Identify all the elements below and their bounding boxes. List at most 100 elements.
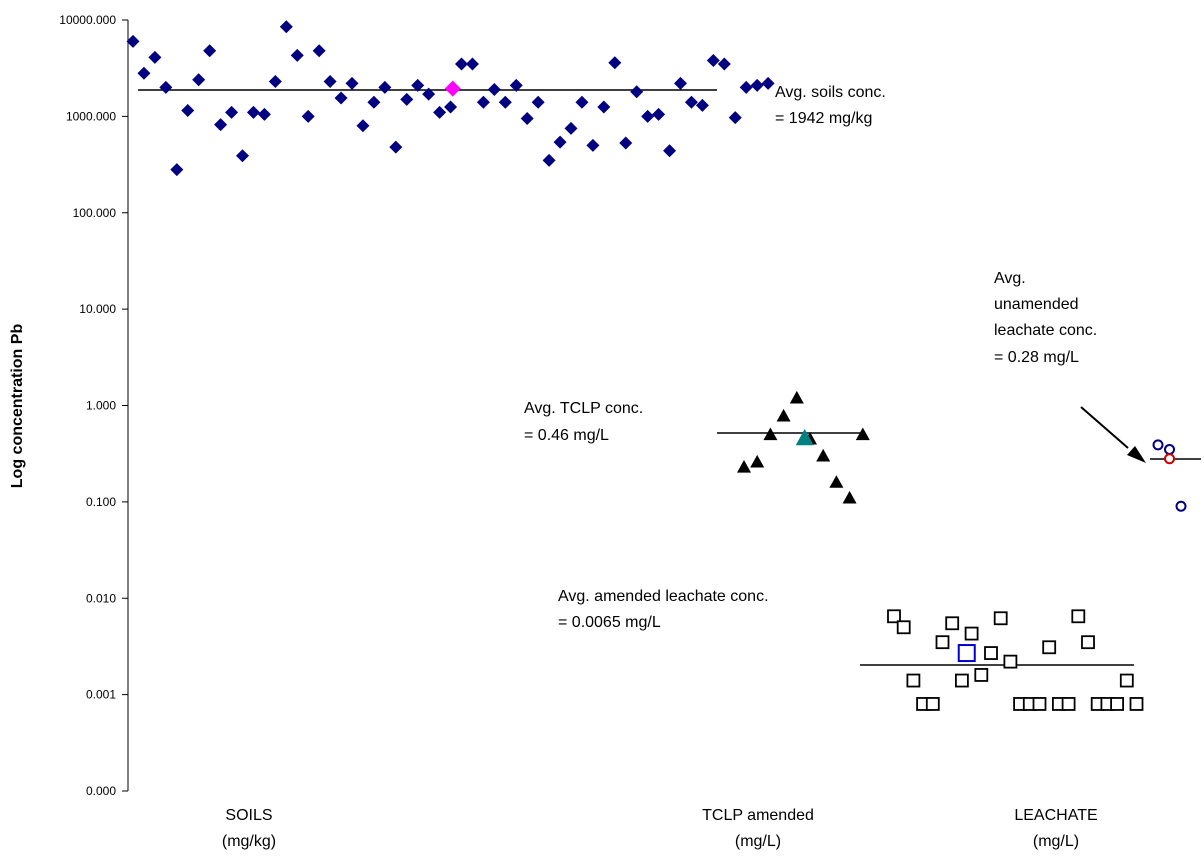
y-tick-label: 0.000 bbox=[86, 784, 116, 798]
soils-point bbox=[597, 100, 611, 114]
soils-point bbox=[203, 44, 217, 58]
tclp-point bbox=[816, 448, 831, 462]
tclp-point bbox=[789, 390, 804, 404]
annotation-amended: Avg. amended leachate conc. = 0.0065 mg/… bbox=[558, 588, 769, 631]
soils-point bbox=[674, 76, 687, 90]
average-lines bbox=[138, 89, 1201, 666]
amended-leachate-point bbox=[1110, 697, 1124, 711]
soils-point bbox=[455, 57, 468, 71]
y-tick-label: 0.001 bbox=[86, 688, 116, 702]
annotation-tclp: Avg. TCLP conc. = 0.46 mg/L bbox=[524, 400, 643, 444]
soils-point bbox=[323, 75, 337, 89]
soils-average-point bbox=[444, 80, 461, 97]
y-tick-label: 1000.000 bbox=[66, 109, 116, 123]
amended-leachate-point bbox=[1081, 635, 1095, 650]
amended-leachate-point bbox=[906, 673, 921, 688]
annotation-tclp-line-2: = 0.46 mg/L bbox=[524, 427, 609, 444]
arrow-shaft bbox=[1080, 406, 1129, 449]
category-soils-line-1: SOILS bbox=[225, 807, 272, 824]
category-leachate-line-2: (mg/L) bbox=[1033, 833, 1079, 850]
y-tick-label: 10.000 bbox=[79, 302, 116, 316]
amended-leachate-point bbox=[1003, 654, 1018, 669]
soils-point bbox=[564, 121, 578, 135]
amended-leachate-point bbox=[964, 626, 979, 641]
amended-leachate-point bbox=[1071, 609, 1086, 624]
annotation-amended-line-1: Avg. amended leachate conc. bbox=[558, 588, 769, 605]
category-leachate-line-1: LEACHATE bbox=[1014, 807, 1097, 824]
soils-point bbox=[214, 118, 228, 132]
amended-leachate-point bbox=[896, 620, 911, 635]
amended-leachate-average-point bbox=[957, 644, 976, 663]
soils-point bbox=[246, 105, 260, 119]
arrow-head bbox=[1127, 446, 1146, 463]
soils-point bbox=[192, 73, 206, 87]
soils-point bbox=[509, 78, 523, 92]
amended-leachate-point bbox=[993, 611, 1008, 626]
y-ticks: 10000.000 1000.000 100.000 10.000 1.000 0.100… bbox=[59, 13, 128, 798]
soils-point bbox=[236, 149, 249, 163]
category-soils-line-2: (mg/kg) bbox=[222, 833, 276, 850]
soils-point bbox=[312, 44, 326, 58]
soils-point bbox=[750, 78, 764, 92]
soils-point bbox=[159, 80, 173, 94]
soils-point bbox=[181, 104, 195, 118]
unamended-leachate-average-point bbox=[1164, 453, 1175, 465]
amended-leachate-point bbox=[1119, 673, 1134, 688]
annotation-tclp-line-1: Avg. TCLP conc. bbox=[524, 400, 643, 417]
soils-point bbox=[706, 53, 720, 67]
soils-point bbox=[739, 80, 753, 94]
soils-point bbox=[641, 109, 655, 123]
tclp-point bbox=[750, 454, 765, 468]
annotation-unamended-line-3: leachate conc. bbox=[994, 322, 1097, 339]
category-labels: SOILS (mg/kg) TCLP amended (mg/L) LEACHA… bbox=[222, 807, 1098, 850]
soils-point bbox=[586, 138, 600, 152]
amended-leachate-point bbox=[1061, 697, 1076, 711]
y-tick-label: 100.000 bbox=[73, 206, 117, 220]
amended-leachate-point bbox=[1129, 697, 1144, 711]
soils-point bbox=[728, 111, 742, 125]
soils-point bbox=[422, 87, 436, 101]
soils-point bbox=[301, 109, 315, 123]
soils-point bbox=[400, 92, 414, 106]
soils-point bbox=[684, 95, 698, 109]
unamended-leachate-point bbox=[1164, 443, 1175, 455]
annotation-soils-line-2: = 1942 mg/kg bbox=[775, 110, 872, 127]
tclp-point bbox=[776, 408, 791, 422]
soils-point bbox=[279, 20, 293, 34]
tclp-point bbox=[763, 427, 778, 441]
amended-leachate-point bbox=[955, 673, 969, 688]
data-marks bbox=[126, 20, 1187, 711]
soils-point bbox=[531, 95, 545, 109]
tclp-point bbox=[842, 490, 857, 504]
annotation-arrow bbox=[1080, 406, 1146, 463]
soils-point bbox=[433, 105, 447, 119]
soils-point bbox=[170, 163, 184, 177]
y-axis-label: Log concentration Pb bbox=[9, 324, 26, 489]
annotation-unamended-line-2: unamended bbox=[994, 296, 1079, 313]
soils-point bbox=[444, 100, 458, 114]
soils-point bbox=[575, 95, 589, 109]
tclp-point bbox=[737, 460, 751, 473]
soils-point bbox=[345, 76, 359, 90]
soils-point bbox=[334, 91, 348, 105]
soils-point bbox=[542, 153, 556, 167]
soils-point bbox=[225, 105, 239, 119]
soils-point bbox=[761, 76, 775, 90]
soils-point bbox=[148, 50, 162, 64]
soils-point bbox=[126, 34, 140, 48]
soils-point bbox=[652, 107, 666, 121]
soils-point bbox=[367, 95, 381, 109]
soils-point bbox=[717, 57, 731, 71]
y-tick-label: 0.100 bbox=[86, 495, 116, 509]
amended-leachate-point bbox=[935, 635, 950, 650]
soils-point bbox=[695, 98, 709, 112]
soils-point bbox=[476, 95, 490, 109]
y-tick-label: 0.010 bbox=[86, 591, 116, 605]
soils-point bbox=[465, 57, 479, 71]
soils-point bbox=[498, 95, 512, 109]
soils-point bbox=[520, 112, 534, 126]
y-axis: 10000.000 1000.000 100.000 10.000 1.000 0.100… bbox=[59, 13, 129, 798]
amended-leachate-point bbox=[1032, 697, 1047, 711]
soils-point bbox=[619, 136, 633, 150]
annotation-unamended: Avg. unamended leachate conc. = 0.28 mg/… bbox=[994, 270, 1097, 366]
